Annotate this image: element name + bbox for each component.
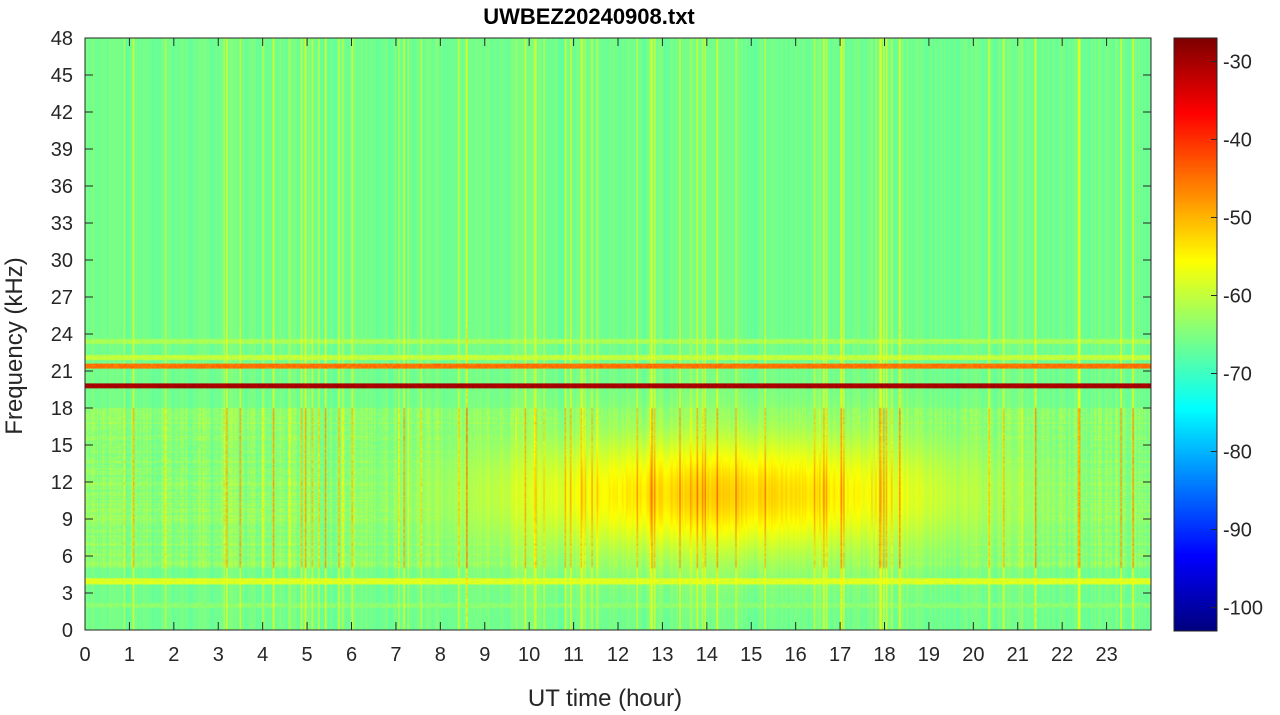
spectrogram-image <box>85 38 1151 630</box>
y-tick-label: 12 <box>51 472 73 494</box>
x-tick-label: 16 <box>785 644 807 666</box>
chart-title: UWBEZ20240908.txt <box>483 4 695 29</box>
y-tick-label: 3 <box>62 583 73 605</box>
y-tick-label: 30 <box>51 250 73 272</box>
x-axis: 0 1 2 3 4 5 6 7 8 9 10 11 12 13 14 15 16 17 18 19 20 21 22 23 <box>79 38 1118 666</box>
x-tick-label: 23 <box>1095 644 1117 666</box>
colorbar-gradient <box>1174 38 1217 631</box>
x-tick-label: 5 <box>302 644 313 666</box>
colorbar-tick-label: -40 <box>1223 129 1252 151</box>
y-tick-label: 9 <box>62 509 73 531</box>
colorbar-axis: -30 -40 -50 -60 -70 -80 -90 -100 <box>1211 51 1263 620</box>
x-tick-label: 12 <box>607 644 629 666</box>
x-tick-label: 9 <box>479 644 490 666</box>
x-tick-label: 14 <box>696 644 718 666</box>
colorbar-tick-label: -90 <box>1223 520 1252 542</box>
y-tick-label: 21 <box>51 361 73 383</box>
y-tick-label: 18 <box>51 398 73 420</box>
x-tick-label: 2 <box>168 644 179 666</box>
x-tick-label: 21 <box>1007 644 1029 666</box>
colorbar-tick-label: -30 <box>1223 51 1252 73</box>
y-tick-label: 42 <box>51 102 73 124</box>
y-tick-label: 6 <box>62 546 73 568</box>
colorbar-tick-label: -100 <box>1223 598 1263 620</box>
colorbar-tick-label: -80 <box>1223 442 1252 464</box>
x-tick-label: 22 <box>1051 644 1073 666</box>
x-tick-label: 4 <box>257 644 268 666</box>
y-tick-label: 39 <box>51 139 73 161</box>
x-tick-label: 7 <box>390 644 401 666</box>
y-tick-label: 45 <box>51 65 73 87</box>
colorbar-tick-label: -70 <box>1223 364 1252 386</box>
x-tick-label: 6 <box>346 644 357 666</box>
y-tick-label: 48 <box>51 28 73 50</box>
x-axis-label: UT time (hour) <box>528 685 682 712</box>
y-axis-label: Frequency (kHz) <box>1 257 28 434</box>
y-tick-label: 15 <box>51 435 73 457</box>
y-tick-label: 24 <box>51 324 73 346</box>
x-tick-label: 15 <box>740 644 762 666</box>
x-tick-label: 13 <box>651 644 673 666</box>
x-tick-label: 0 <box>79 644 90 666</box>
colorbar-tick-label: -50 <box>1223 207 1252 229</box>
x-tick-label: 18 <box>873 644 895 666</box>
x-tick-label: 10 <box>518 644 540 666</box>
y-tick-label: 27 <box>51 287 73 309</box>
y-tick-label: 0 <box>62 620 73 642</box>
y-tick-label: 36 <box>51 176 73 198</box>
colorbar-tick-label: -60 <box>1223 285 1252 307</box>
x-tick-label: 17 <box>829 644 851 666</box>
colorbar-frame <box>1173 37 1218 632</box>
y-tick-label: 33 <box>51 213 73 235</box>
x-tick-label: 20 <box>962 644 984 666</box>
x-tick-label: 19 <box>918 644 940 666</box>
x-tick-label: 8 <box>435 644 446 666</box>
x-tick-label: 11 <box>563 644 584 666</box>
x-tick-label: 1 <box>124 644 135 666</box>
x-tick-label: 3 <box>213 644 224 666</box>
